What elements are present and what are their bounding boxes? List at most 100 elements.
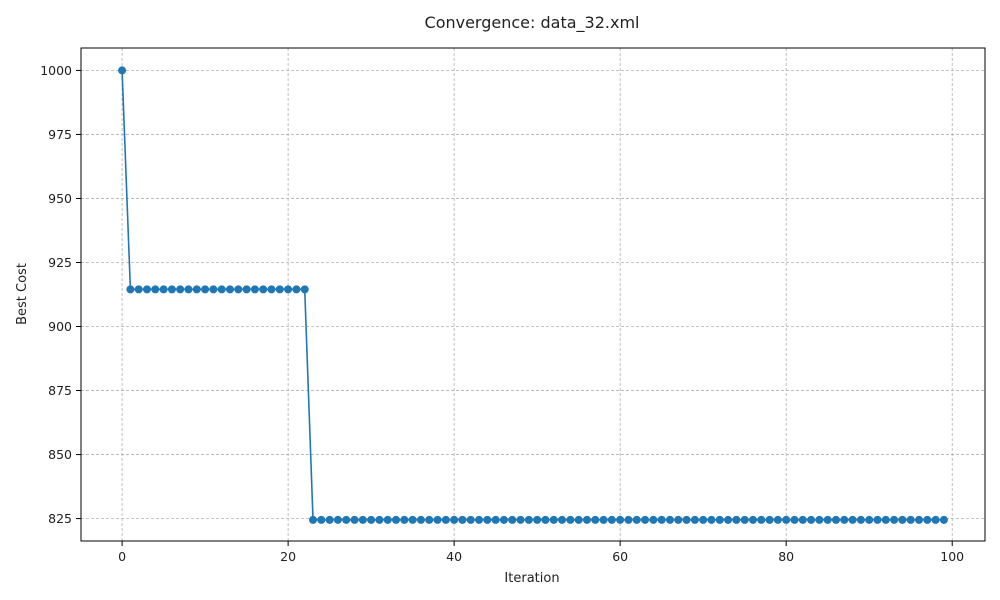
chart-title: Convergence: data_32.xml: [425, 13, 640, 33]
y-tick-label: 1000: [40, 63, 72, 78]
data-point: [657, 515, 666, 524]
data-point: [690, 515, 699, 524]
data-point: [549, 515, 558, 524]
data-point: [740, 515, 749, 524]
data-point: [616, 515, 625, 524]
data-point: [392, 515, 401, 524]
data-point: [159, 285, 168, 294]
data-point: [400, 515, 409, 524]
data-point: [765, 515, 774, 524]
data-point: [317, 515, 326, 524]
data-point: [724, 515, 733, 524]
data-point: [732, 515, 741, 524]
data-point: [234, 285, 243, 294]
data-point: [823, 515, 832, 524]
plot-frame: [80, 47, 986, 542]
data-point: [881, 515, 890, 524]
data-point: [242, 285, 251, 294]
data-point: [383, 515, 392, 524]
data-point: [358, 515, 367, 524]
y-tick-label: 950: [48, 191, 72, 206]
data-point: [167, 285, 176, 294]
x-axis: 0 20 40 60 80 100: [118, 541, 964, 564]
data-point: [300, 285, 309, 294]
data-point: [541, 515, 550, 524]
series-line: [121, 70, 944, 521]
data-point: [931, 515, 940, 524]
data-point: [790, 515, 799, 524]
data-point: [923, 515, 932, 524]
data-point: [915, 515, 924, 524]
data-point: [367, 515, 376, 524]
data-point: [599, 515, 608, 524]
y-tick-label: 825: [48, 511, 72, 526]
x-tick-label: 0: [118, 549, 126, 564]
data-point: [483, 515, 492, 524]
data-point: [533, 515, 542, 524]
x-tick-label: 40: [446, 549, 462, 564]
data-point: [699, 515, 708, 524]
data-point: [649, 515, 658, 524]
data-point: [309, 515, 318, 524]
y-tick-label: 900: [48, 319, 72, 334]
y-tick-label: 875: [48, 383, 72, 398]
data-point: [134, 285, 143, 294]
data-point: [524, 515, 533, 524]
data-point: [184, 285, 193, 294]
data-point: [284, 285, 293, 294]
y-tick-label: 925: [48, 255, 72, 270]
data-point: [325, 515, 334, 524]
x-tick-label: 80: [778, 549, 794, 564]
data-point: [416, 515, 425, 524]
data-point: [275, 285, 284, 294]
data-point: [192, 285, 201, 294]
data-point: [807, 515, 816, 524]
data-point: [831, 515, 840, 524]
data-point: [939, 515, 948, 524]
data-point: [566, 515, 575, 524]
data-point: [856, 515, 865, 524]
data-point: [126, 285, 135, 294]
data-point: [425, 515, 434, 524]
grid-lines: [81, 48, 985, 541]
data-point: [250, 285, 259, 294]
data-point: [624, 515, 633, 524]
data-point: [333, 515, 342, 524]
data-point: [259, 285, 268, 294]
data-point: [466, 515, 475, 524]
x-tick-label: 60: [612, 549, 628, 564]
data-point: [118, 66, 127, 75]
data-point: [607, 515, 616, 524]
data-point: [773, 515, 782, 524]
data-point: [906, 515, 915, 524]
data-point: [209, 285, 218, 294]
data-point: [450, 515, 459, 524]
data-point: [499, 515, 508, 524]
data-point: [433, 515, 442, 524]
data-point: [798, 515, 807, 524]
data-point: [441, 515, 450, 524]
data-point: [142, 285, 151, 294]
data-point: [408, 515, 417, 524]
data-point: [848, 515, 857, 524]
data-point: [201, 285, 210, 294]
data-point: [873, 515, 882, 524]
data-point: [217, 285, 226, 294]
data-point: [782, 515, 791, 524]
data-point: [516, 515, 525, 524]
x-tick-label: 100: [940, 549, 964, 564]
data-point: [342, 515, 351, 524]
data-point: [292, 285, 301, 294]
data-point: [890, 515, 899, 524]
data-point: [865, 515, 874, 524]
data-point: [558, 515, 567, 524]
data-point: [267, 285, 276, 294]
y-axis: 825 850 875 900 925 950 975 1000: [40, 63, 81, 526]
data-point: [641, 515, 650, 524]
y-tick-label: 850: [48, 447, 72, 462]
data-point: [458, 515, 467, 524]
data-point: [840, 515, 849, 524]
data-point: [898, 515, 907, 524]
y-axis-label: Best Cost: [15, 263, 30, 325]
data-point: [582, 515, 591, 524]
